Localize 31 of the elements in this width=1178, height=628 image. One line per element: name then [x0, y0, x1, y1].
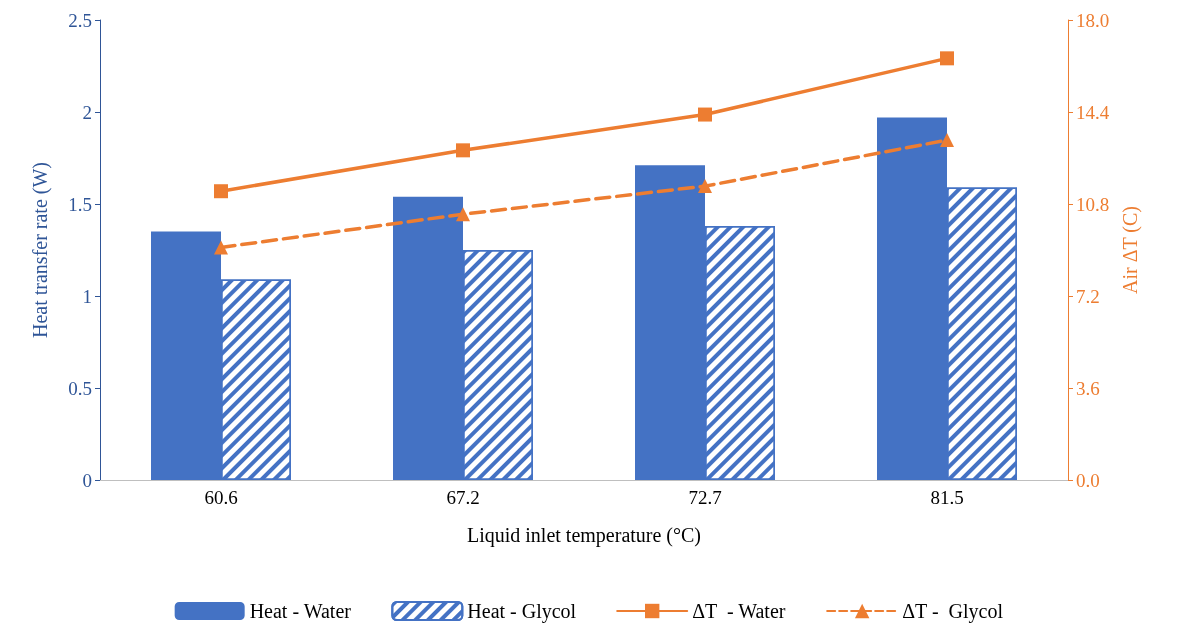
point	[214, 240, 228, 255]
x-tick-label: 67.2	[446, 487, 480, 508]
point	[940, 51, 954, 66]
y2-axis-title: Air ΔT (C)	[1119, 205, 1143, 295]
y-tick-label: 0.5	[68, 377, 92, 399]
x-tick-label: 60.6	[204, 487, 238, 508]
legend-label: Heat - Water	[249, 600, 352, 622]
x-tick-label: 81.5	[930, 487, 964, 508]
legend-label: Heat - Glycol	[467, 600, 577, 623]
y2-tick-label: 7.2	[1076, 285, 1100, 307]
point	[456, 143, 470, 158]
y-tick-label: 2	[82, 101, 92, 123]
x-tick-label: 72.7	[688, 487, 722, 508]
point	[214, 184, 228, 199]
point	[940, 133, 954, 148]
y-tick-label: 1.5	[68, 193, 92, 215]
point	[698, 107, 712, 122]
point	[698, 179, 712, 194]
y2-tick-label: 0.0	[1076, 469, 1100, 491]
y2-tick-label: 10.8	[1076, 193, 1110, 215]
y-tick-label: 1	[82, 285, 92, 307]
y-tick-label: 0	[82, 469, 92, 491]
y-axis-title: Heat transfer rate (W)	[29, 162, 52, 338]
legend-label: ΔT - Water	[692, 600, 786, 622]
legend-label: ΔT - Glycol	[902, 600, 1004, 623]
x-axis-title: Liquid inlet temperature (°C)	[466, 524, 702, 547]
point	[456, 207, 470, 222]
y2-tick-label: 3.6	[1076, 377, 1100, 399]
y2-tick-label: 14.4	[1076, 101, 1110, 123]
y2-tick-label: 18.0	[1076, 9, 1110, 31]
y-tick-label: 2.5	[68, 9, 92, 31]
